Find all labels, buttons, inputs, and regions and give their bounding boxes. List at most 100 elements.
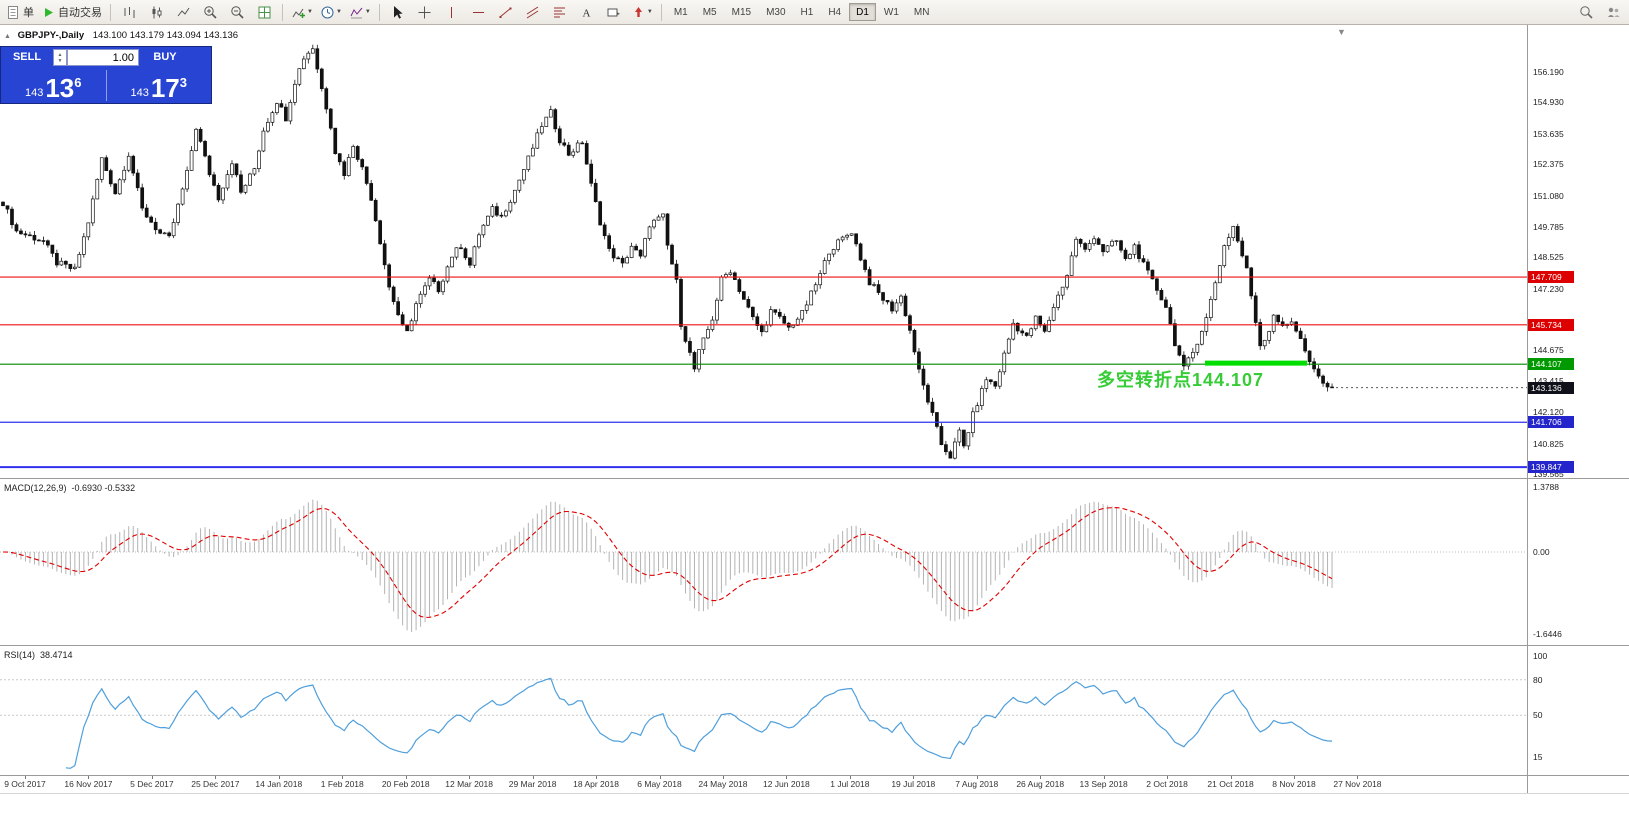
macd-values: -0.6930 -0.5332 — [71, 483, 136, 493]
community-button[interactable] — [1600, 1, 1626, 23]
axis-separator — [1527, 25, 1528, 793]
timeframe-button-h1[interactable]: H1 — [794, 3, 821, 21]
timeframe-button-m15[interactable]: M15 — [725, 3, 758, 21]
crosshair-button[interactable] — [412, 1, 438, 23]
date-label: 7 Aug 2018 — [955, 779, 999, 789]
tile-windows-button[interactable] — [251, 1, 277, 23]
sell-price-button[interactable]: 143 13 6 — [1, 68, 106, 103]
volume-stepper[interactable]: ▲ ▼ — [53, 49, 67, 66]
text-button[interactable]: A — [574, 1, 600, 23]
price-axis[interactable]: 156.190 154.930 153.635 152.375 151.080 149.7… — [1528, 25, 1629, 793]
new-order-button[interactable]: 单 — [3, 1, 37, 23]
axis-label: 80 — [1533, 675, 1543, 685]
chart-candles-button[interactable] — [143, 1, 169, 23]
community-icon — [1607, 7, 1619, 17]
timeframe-button-d1[interactable]: D1 — [849, 3, 876, 21]
stepper-down-icon[interactable]: ▼ — [57, 57, 63, 64]
fibonacci-button[interactable] — [547, 1, 573, 23]
fibonacci-icon — [554, 7, 566, 17]
macd-label: MACD(12,26,9) -0.6930 -0.5332 — [4, 483, 135, 493]
axis-label: 140.825 — [1533, 438, 1564, 449]
indicators-icon — [350, 7, 363, 18]
horizontal-line-icon — [473, 11, 485, 13]
date-tick — [786, 776, 788, 779]
volume-input[interactable] — [67, 49, 139, 66]
bar-chart-icon — [124, 6, 134, 18]
axis-label: 139.565 — [1533, 468, 1564, 479]
channel-button[interactable] — [520, 1, 546, 23]
indicators-button[interactable]: ▼ — [346, 1, 374, 23]
chart-annotation-text: 多空转折点144.107 — [1097, 370, 1265, 390]
axis-label: 100 — [1533, 651, 1548, 661]
timeframe-button-m5[interactable]: M5 — [696, 3, 724, 21]
timeframe-button-mn[interactable]: MN — [907, 3, 937, 21]
arrows-button[interactable]: ▼ — [628, 1, 656, 23]
chart-line-button[interactable] — [170, 1, 196, 23]
dropdown-arrow-icon: ▼ — [335, 9, 342, 15]
main-chart-canvas[interactable] — [0, 25, 1527, 478]
date-axis[interactable]: 9 Oct 2017 16 Nov 2017 5 Dec 2017 25 Dec 20… — [0, 776, 1527, 793]
date-label: 24 May 2018 — [698, 779, 748, 789]
toolbar: 单 自动交易 — [0, 0, 1629, 25]
new-chart-button[interactable]: ▼ — [288, 1, 316, 23]
date-label: 12 Jun 2018 — [762, 779, 810, 789]
zoom-out-button[interactable] — [224, 1, 250, 23]
search-button[interactable] — [1573, 1, 1599, 23]
rsi-pane-canvas[interactable] — [0, 646, 1527, 775]
autotrading-button[interactable]: 自动交易 — [38, 1, 105, 23]
macd-name: MACD(12,26,9) — [4, 483, 67, 493]
date-tick — [405, 776, 407, 779]
cursor-button[interactable] — [385, 1, 411, 23]
date-tick — [25, 776, 26, 779]
zoom-in-button[interactable] — [197, 1, 223, 23]
price-badge: 143.136 — [1528, 381, 1574, 394]
sell-price-prefix: 143 — [24, 87, 44, 99]
trendline-icon — [499, 7, 512, 18]
sell-button[interactable]: SELL — [12, 51, 42, 63]
axis-label: 148.525 — [1533, 252, 1564, 263]
crosshair-icon — [418, 6, 431, 18]
chart-profiles-button[interactable]: ▼ — [317, 1, 345, 23]
rsi-value: 38.4714 — [40, 650, 73, 660]
vertical-line-button[interactable] — [439, 1, 465, 23]
tile-windows-icon — [258, 6, 270, 18]
timeframe-button-m30[interactable]: M30 — [759, 3, 792, 21]
chart-ohlc-values: 143.100 143.179 143.094 143.136 — [92, 30, 239, 41]
axis-label: 149.785 — [1533, 221, 1564, 232]
dropdown-arrow-icon: ▼ — [307, 9, 313, 15]
date-tick — [1357, 776, 1359, 779]
pane-separator[interactable] — [0, 478, 1629, 479]
chart-shift-marker-icon[interactable]: ▼ — [1337, 27, 1346, 37]
axis-label: 151.080 — [1533, 190, 1564, 201]
timeframe-button-h4[interactable]: H4 — [821, 3, 848, 21]
stepper-up-icon[interactable]: ▲ — [57, 51, 63, 58]
date-label: 13 Sep 2018 — [1079, 779, 1128, 789]
rsi-label: RSI(14) 38.4714 — [4, 650, 73, 660]
bottom-border — [0, 793, 1629, 794]
collapse-arrow-icon[interactable]: ▲ — [4, 33, 11, 40]
timeframe-button-w1[interactable]: W1 — [877, 3, 906, 21]
trendline-button[interactable] — [493, 1, 519, 23]
date-tick — [1294, 776, 1295, 779]
timeframe-button-m1[interactable]: M1 — [667, 3, 695, 21]
date-tick — [215, 776, 217, 779]
axis-label: 153.635 — [1533, 128, 1564, 139]
date-tick — [659, 776, 661, 779]
date-tick — [1040, 776, 1042, 779]
horizontal-line-button[interactable] — [466, 1, 492, 23]
date-tick — [1167, 776, 1169, 779]
date-tick — [88, 776, 90, 779]
text-label-button[interactable] — [601, 1, 627, 23]
buy-price-button[interactable]: 143 17 3 — [107, 68, 212, 103]
pane-separator[interactable] — [0, 645, 1629, 646]
date-label: 19 Jul 2018 — [891, 779, 936, 789]
axis-label: 142.120 — [1533, 407, 1564, 418]
buy-button[interactable]: BUY — [153, 51, 177, 63]
chart-bars-button[interactable] — [116, 1, 142, 23]
date-label: 5 Dec 2017 — [130, 779, 174, 789]
buy-price-prefix: 143 — [130, 87, 149, 99]
date-tick — [596, 776, 598, 779]
macd-pane-canvas[interactable] — [0, 479, 1527, 645]
date-label: 29 Mar 2018 — [508, 779, 557, 789]
